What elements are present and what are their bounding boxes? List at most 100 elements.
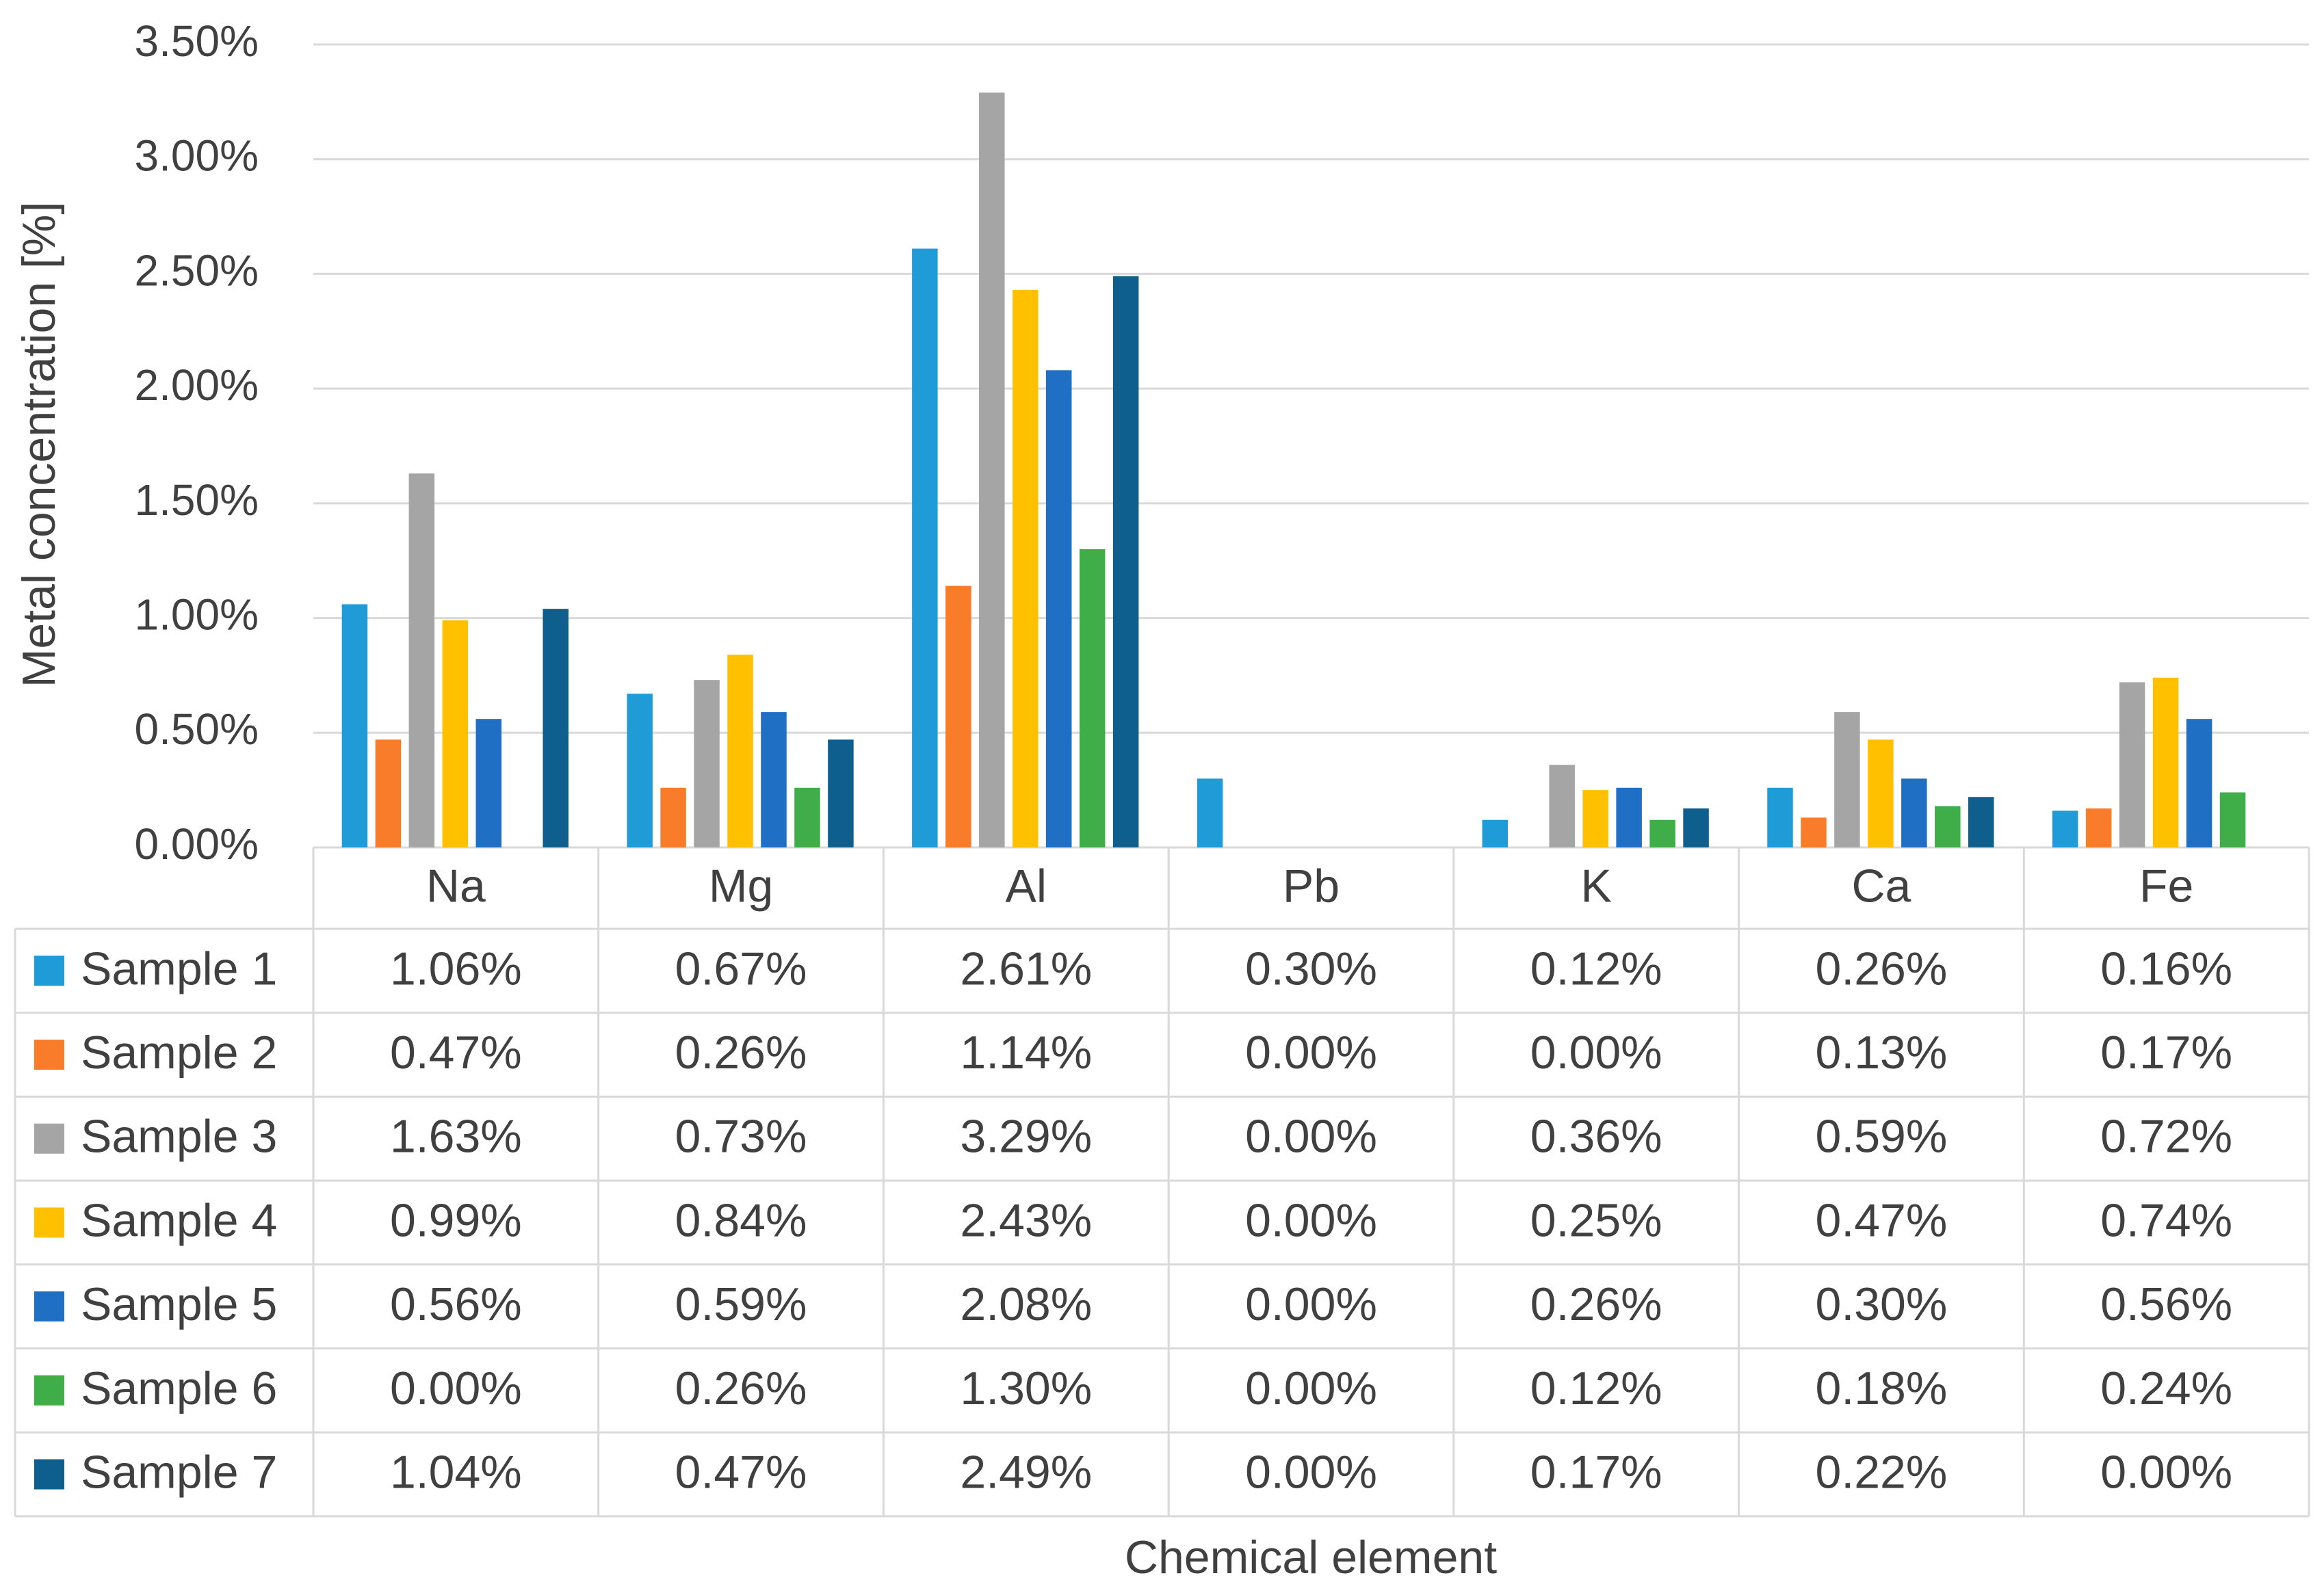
legend-label: Sample 2 — [81, 1027, 277, 1079]
table-value: 0.12% — [1530, 942, 1662, 994]
table-value: 0.73% — [675, 1111, 807, 1163]
table-value: 1.30% — [960, 1362, 1092, 1414]
bar — [1868, 739, 1894, 847]
table-value: 0.30% — [1816, 1278, 1948, 1330]
table-value: 0.17% — [2100, 1027, 2232, 1079]
table-value: 0.00% — [1530, 1027, 1662, 1079]
bar — [1834, 712, 1860, 847]
y-tick-label: 1.50% — [135, 475, 259, 525]
table-value: 0.24% — [2100, 1362, 2232, 1414]
legend-label: Sample 6 — [81, 1362, 277, 1414]
table-value: 0.59% — [1816, 1111, 1948, 1163]
bar — [660, 787, 686, 847]
y-tick-label: 0.00% — [135, 819, 259, 869]
table-value: 0.22% — [1816, 1447, 1948, 1499]
bar — [912, 248, 938, 847]
y-tick-label: 3.50% — [135, 16, 259, 66]
table-value: 0.00% — [1245, 1278, 1377, 1330]
legend-swatch — [34, 955, 64, 986]
table-value: 0.17% — [1530, 1447, 1662, 1499]
table-value: 1.04% — [390, 1447, 522, 1499]
table-value: 0.56% — [2100, 1278, 2232, 1330]
x-tick-label: Ca — [1851, 860, 1911, 912]
legend-label: Sample 5 — [81, 1278, 277, 1330]
bar — [794, 787, 820, 847]
table-value: 0.00% — [1245, 1447, 1377, 1499]
legend-label: Sample 7 — [81, 1447, 277, 1499]
bar — [2186, 719, 2212, 847]
legend-swatch — [34, 1459, 64, 1490]
table-value: 1.14% — [960, 1027, 1092, 1079]
table-value: 2.43% — [960, 1194, 1092, 1246]
bar — [1801, 817, 1827, 847]
table-value: 0.84% — [675, 1194, 807, 1246]
bar — [2085, 808, 2112, 847]
table-value: 0.26% — [1530, 1278, 1662, 1330]
table-value: 0.36% — [1530, 1111, 1662, 1163]
x-tick-label: Al — [1006, 860, 1047, 912]
legend-label: Sample 1 — [81, 942, 277, 994]
bar — [2052, 810, 2078, 847]
legend-swatch — [34, 1040, 64, 1070]
y-tick-label: 1.00% — [135, 590, 259, 639]
bar — [1079, 549, 1106, 847]
x-tick-label: Pb — [1283, 860, 1340, 912]
bar — [375, 739, 402, 847]
y-tick-label: 2.00% — [135, 360, 259, 410]
bar — [2152, 677, 2179, 847]
legend-swatch — [34, 1291, 64, 1322]
bar — [2119, 682, 2145, 847]
y-tick-label: 0.50% — [135, 704, 259, 754]
table-value: 0.12% — [1530, 1362, 1662, 1414]
x-tick-label: K — [1581, 860, 1612, 912]
bar — [1549, 765, 1575, 847]
table-value: 0.00% — [1245, 1027, 1377, 1079]
table-value: 0.00% — [1245, 1194, 1377, 1246]
table-value: 0.18% — [1816, 1362, 1948, 1414]
table-value: 0.26% — [675, 1362, 807, 1414]
table-value: 0.13% — [1816, 1027, 1948, 1079]
table-value: 0.74% — [2100, 1194, 2232, 1246]
table-value: 2.49% — [960, 1447, 1092, 1499]
bar — [761, 712, 787, 847]
bar — [1112, 276, 1139, 848]
table-value: 0.99% — [390, 1194, 522, 1246]
legend-label: Sample 4 — [81, 1194, 277, 1246]
bar — [442, 620, 469, 847]
bar — [1482, 819, 1509, 847]
bar — [694, 680, 720, 847]
bar — [1683, 808, 1709, 847]
bar — [1767, 787, 1793, 847]
table-value: 3.29% — [960, 1111, 1092, 1163]
table-value: 0.26% — [675, 1027, 807, 1079]
y-axis-title: Metal concentration [%] — [13, 202, 65, 688]
table-value: 0.00% — [2100, 1447, 2232, 1499]
bar — [727, 655, 753, 847]
table-value: 0.00% — [1245, 1111, 1377, 1163]
table-value: 0.56% — [390, 1278, 522, 1330]
y-tick-label: 3.00% — [135, 131, 259, 181]
bar — [1616, 787, 1642, 847]
table-value: 1.63% — [390, 1111, 522, 1163]
bar — [1197, 778, 1223, 847]
table-value: 0.16% — [2100, 942, 2232, 994]
table-value: 0.25% — [1530, 1194, 1662, 1246]
table-value: 0.59% — [675, 1278, 807, 1330]
legend-label: Sample 3 — [81, 1111, 277, 1163]
bar — [1968, 797, 1994, 847]
legend-swatch — [34, 1123, 64, 1154]
legend-swatch — [34, 1207, 64, 1238]
bar — [1012, 289, 1039, 847]
bar — [979, 92, 1005, 848]
bar — [408, 473, 435, 847]
table-value: 0.30% — [1245, 942, 1377, 994]
bar — [1649, 819, 1675, 847]
x-tick-label: Fe — [2139, 860, 2193, 912]
table-value: 0.72% — [2100, 1111, 2232, 1163]
table-value: 0.47% — [1816, 1194, 1948, 1246]
bar — [828, 739, 854, 847]
bar — [1901, 778, 1927, 847]
bar — [543, 609, 569, 847]
